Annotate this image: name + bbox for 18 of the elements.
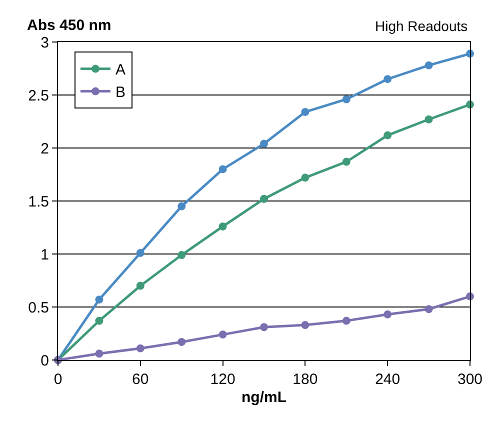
legend-label: A (115, 62, 126, 79)
y-axis-title: Abs 450 nm (27, 17, 112, 34)
chart-title: High Readouts (375, 18, 468, 34)
x-tick-label: 60 (132, 371, 149, 388)
x-tick-label: 300 (457, 371, 483, 388)
y-tick-label: 1.5 (28, 193, 49, 210)
y-tick-label: 0 (40, 352, 49, 370)
y-tick-label: 2.5 (28, 87, 49, 104)
x-axis-title: ng/mL (242, 389, 286, 406)
x-tick-label: 240 (375, 371, 400, 388)
x-tick-label: 120 (210, 371, 236, 388)
y-tick-label: 1 (40, 246, 49, 264)
legend-label: B (115, 84, 126, 102)
y-tick-label: 2 (40, 140, 49, 158)
y-tick-label: 3 (40, 34, 49, 52)
x-tick-label: 180 (292, 371, 318, 388)
y-tick-label: 0.5 (28, 299, 49, 316)
x-tick-label: 0 (54, 371, 62, 388)
